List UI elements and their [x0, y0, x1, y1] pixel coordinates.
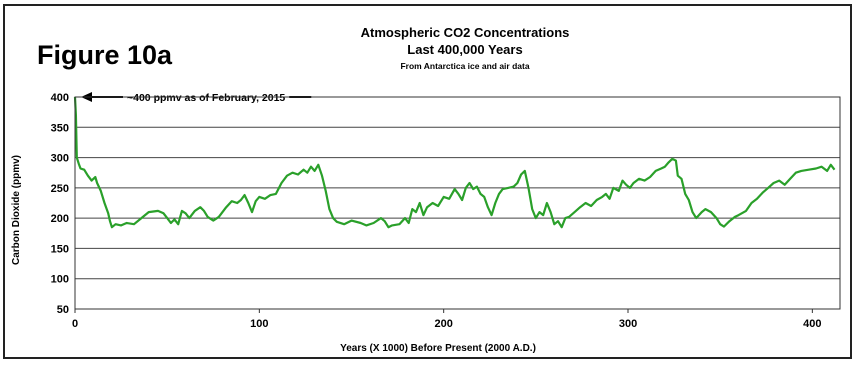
gridlines — [75, 96, 840, 310]
x-tick-100: 100 — [250, 318, 268, 330]
plot-area-border — [74, 96, 841, 310]
x-tick-200: 200 — [434, 318, 452, 330]
y-tick-150: 150 — [51, 243, 69, 255]
y-tick-250: 250 — [51, 183, 69, 195]
chart-subtitle: Last 400,000 Years — [407, 42, 522, 57]
y-tick-50: 50 — [57, 304, 69, 316]
x-tick-300: 300 — [619, 318, 637, 330]
x-tick-0: 0 — [72, 318, 78, 330]
y-tick-100: 100 — [51, 274, 69, 286]
y-tick-200: 200 — [51, 213, 69, 225]
annotation: ~400 ppmv as of February, 2015 — [81, 92, 312, 104]
x-tick-400: 400 — [803, 318, 821, 330]
figure-label: Figure 10a — [37, 40, 173, 70]
chart-subtitle-source: From Antarctica ice and air data — [400, 61, 529, 71]
series-line — [73, 96, 836, 229]
y-tick-labels: 50 100 150 200 250 300 350 400 — [51, 92, 69, 316]
y-tick-350: 350 — [51, 122, 69, 134]
chart-title: Atmospheric CO2 Concentrations — [361, 25, 570, 40]
co2-line-chart: Figure 10a Atmospheric CO2 Concentration… — [11, 25, 841, 354]
y-tick-300: 300 — [51, 153, 69, 165]
annotation-text: ~400 ppmv as of February, 2015 — [127, 92, 285, 104]
chart-frame: Figure 10a Atmospheric CO2 Concentration… — [3, 4, 852, 359]
x-tick-labels: 0 100 200 300 400 — [72, 309, 822, 330]
x-axis-label: Years (X 1000) Before Present (2000 A.D.… — [340, 343, 536, 354]
y-tick-400: 400 — [51, 92, 69, 104]
y-axis-label: Carbon Dioxide (ppmv) — [11, 155, 22, 265]
